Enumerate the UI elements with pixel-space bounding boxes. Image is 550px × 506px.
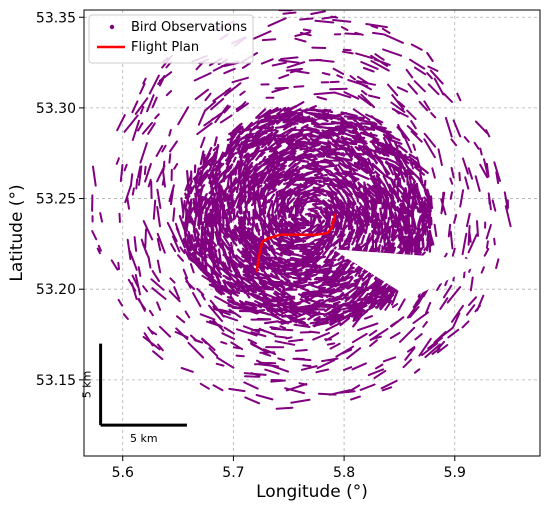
y-tick-label: 53.20 — [36, 282, 76, 298]
y-axis-label: Latitude (°) — [7, 184, 27, 281]
x-axis: 5.6 5.7 5.8 5.9 — [112, 456, 466, 481]
legend-label-flight-plan: Flight Plan — [131, 40, 199, 55]
x-tick-label: 5.6 — [112, 465, 134, 481]
scale-bar-horizontal-label: 5 km — [130, 432, 158, 445]
legend-marker-observations — [109, 24, 115, 30]
y-tick-label: 53.30 — [36, 101, 76, 117]
scale-bar-vertical-label: 5 km — [81, 371, 94, 399]
y-tick-label: 53.25 — [36, 192, 76, 208]
plot-frame — [83, 9, 541, 457]
empty-wedge — [333, 249, 488, 299]
observation-outer — [91, 10, 512, 410]
legend-box — [88, 14, 254, 64]
observation-tracks-core — [178, 101, 435, 328]
observation-core — [178, 101, 435, 328]
x-tick-label: 5.9 — [444, 465, 466, 481]
observation-tracks-outer — [91, 10, 512, 410]
x-tick-label: 5.7 — [222, 465, 244, 481]
legend-label-observations: Bird Observations — [131, 20, 247, 35]
flight-plan-line — [255, 213, 337, 273]
legend: Bird Observations Flight Plan — [88, 14, 254, 64]
x-tick-label: 5.8 — [333, 465, 355, 481]
y-axis: 53.15 53.20 53.25 53.30 53.35 — [36, 10, 84, 389]
x-axis-label: Longitude (°) — [256, 482, 368, 502]
y-tick-label: 53.35 — [36, 10, 76, 26]
scale-bars: 5 km 5 km — [81, 343, 187, 445]
bird-observations-cloud — [91, 10, 512, 410]
y-tick-label: 53.15 — [36, 373, 76, 389]
